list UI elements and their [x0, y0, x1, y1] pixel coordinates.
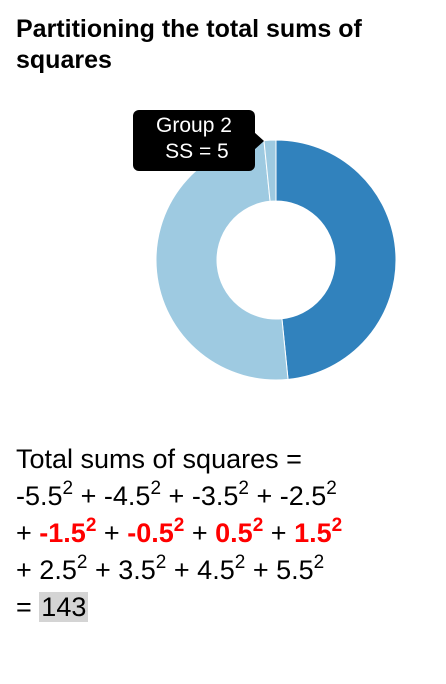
exponent: 2: [62, 478, 74, 499]
exponent: 2: [234, 552, 246, 573]
squared-deviation-term: 0.52: [215, 515, 264, 548]
exponent: 2: [155, 552, 167, 573]
squared-deviation-term: 5.52: [276, 552, 325, 585]
plus-sign: +: [173, 555, 190, 585]
formula-result: = 143: [16, 589, 436, 626]
squared-deviation-term: -1.52: [39, 515, 97, 548]
plus-sign: +: [103, 518, 120, 548]
deviation-value: 0.5: [215, 518, 253, 548]
plus-sign: +: [191, 518, 208, 548]
chart-title: Partitioning the total sums of squares: [16, 15, 362, 74]
exponent: 2: [173, 515, 185, 536]
squared-deviation-term: -3.52: [191, 478, 249, 511]
exponent: 2: [331, 515, 343, 536]
donut-slice-3[interactable]: [263, 139, 277, 202]
tooltip-ss-value: SS = 5: [159, 140, 229, 163]
plus-sign: +: [270, 518, 287, 548]
exponent: 2: [326, 478, 337, 499]
deviation-value: -0.5: [127, 518, 174, 548]
formula-row-2: + -1.52 + -0.52 + 0.52 + 1.52: [16, 515, 436, 552]
plus-sign: +: [16, 555, 32, 585]
squared-deviation-term: -5.52: [16, 478, 74, 511]
deviation-value: -4.5: [103, 481, 151, 511]
deviation-value: 5.5: [276, 555, 314, 585]
exponent: 2: [252, 515, 264, 536]
deviation-value: 3.5: [118, 555, 156, 585]
plus-sign: +: [16, 518, 32, 548]
squared-deviation-term: 1.52: [294, 515, 343, 548]
donut-slice-1[interactable]: [275, 139, 397, 380]
squared-deviation-term: -4.52: [103, 478, 162, 511]
total-value: 143: [39, 592, 89, 622]
exponent: 2: [150, 478, 162, 499]
plus-sign: +: [80, 481, 97, 511]
formula-row-1: -5.52 + -4.52 + -3.52 + -2.52: [16, 478, 436, 515]
squared-deviation-term: -0.52: [127, 515, 185, 548]
plus-sign: +: [252, 555, 269, 585]
plus-sign: +: [168, 481, 185, 511]
tooltip-group-label: Group 2: [156, 114, 232, 137]
exponent: 2: [76, 552, 88, 573]
deviation-value: 1.5: [294, 518, 332, 548]
group-tooltip: Group 2 SS = 5: [133, 110, 255, 171]
deviation-value: -2.5: [279, 481, 327, 511]
formula-equals: =: [286, 444, 302, 474]
plus-sign: +: [94, 555, 111, 585]
deviation-value: -3.5: [191, 481, 239, 511]
deviation-value: 4.5: [197, 555, 235, 585]
squared-deviation-term: -2.52: [279, 478, 337, 511]
exponent: 2: [238, 478, 249, 499]
exponent: 2: [85, 515, 97, 536]
total-ss-formula: Total sums of squares = -5.52 + -4.52 + …: [16, 441, 436, 626]
deviation-value: 2.5: [39, 555, 77, 585]
tooltip-arrow: [254, 132, 264, 150]
squared-deviation-term: 2.52: [39, 552, 88, 585]
donut-chart: [155, 139, 397, 381]
squared-deviation-term: 4.52: [197, 552, 246, 585]
plus-sign: +: [256, 481, 273, 511]
formula-heading: Total sums of squares =: [16, 441, 436, 478]
deviation-value: -5.5: [16, 481, 63, 511]
result-equals: =: [16, 592, 32, 622]
squared-deviation-term: 3.52: [118, 552, 167, 585]
formula-label: Total sums of squares: [16, 444, 279, 474]
exponent: 2: [313, 552, 325, 573]
formula-row-3: + 2.52 + 3.52 + 4.52 + 5.52: [16, 552, 436, 589]
deviation-value: -1.5: [39, 518, 86, 548]
donut-slices: [155, 139, 397, 381]
